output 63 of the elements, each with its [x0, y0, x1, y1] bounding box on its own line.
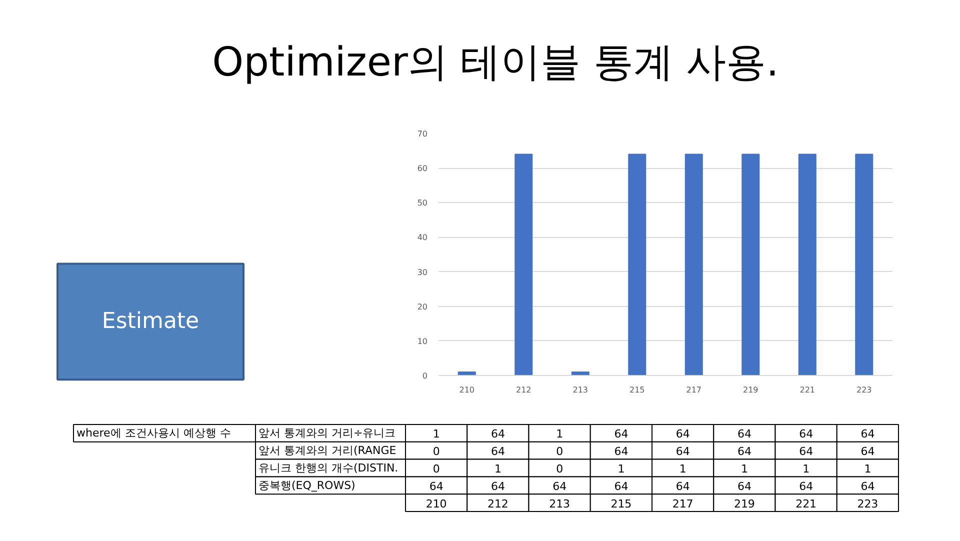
y-tick-label: 앞서 통계와의 거리(RANGE — [258, 444, 396, 458]
data-label: 64 — [676, 428, 690, 441]
data-label: 64 — [490, 445, 505, 458]
y-tick-label: 40 — [417, 233, 428, 242]
y-tick-label: 60 — [417, 164, 428, 174]
chart-title: Optimizer의 테이블 통계 사용. — [212, 40, 779, 86]
x-tick-label: 223 — [856, 386, 872, 394]
data-label: 1 — [432, 428, 440, 441]
data-label: 64 — [737, 480, 752, 493]
data-label: 64 — [552, 480, 567, 493]
x-tick-label: 219 — [734, 497, 755, 510]
data-label: 64 — [860, 480, 875, 493]
data-label: 64 — [737, 428, 752, 441]
data-label: 1 — [864, 462, 872, 476]
data-label: 64 — [676, 480, 690, 493]
data-label: 0 — [432, 462, 440, 476]
x-tick-label: 221 — [796, 497, 817, 510]
x-tick-label: 219 — [742, 386, 758, 394]
x-tick-label: 213 — [549, 497, 570, 510]
data-label: 1 — [740, 462, 748, 476]
y-tick-label: 50 — [417, 198, 428, 208]
data-label: 64 — [860, 445, 875, 458]
data-label: 64 — [799, 428, 814, 441]
x-tick-label: 212 — [487, 497, 508, 510]
text: Estimate — [102, 309, 200, 334]
x-tick-label: 213 — [572, 386, 588, 394]
x-tick-label: 210 — [459, 386, 475, 394]
x-tick-label: 221 — [800, 386, 816, 394]
x-tick-label: 215 — [629, 386, 645, 394]
y-tick-label: 0 — [422, 372, 428, 380]
data-label: 64 — [737, 445, 752, 458]
x-tick-label: 217 — [672, 497, 694, 510]
x-tick-label: 212 — [516, 386, 532, 394]
data-label: 64 — [490, 480, 505, 493]
y-tick-label: 유니크 한행의 개수(DISTIN. — [258, 462, 398, 474]
text: where에 조건사용시 예상행 수 — [76, 426, 231, 440]
data-label: 0 — [556, 445, 564, 458]
data-label: 1 — [618, 462, 625, 476]
data-label: 64 — [799, 445, 814, 458]
y-tick-label: 70 — [417, 130, 428, 138]
y-tick-label: 20 — [417, 302, 428, 312]
data-label: 1 — [494, 462, 502, 476]
x-tick-label: 217 — [686, 386, 702, 394]
y-tick-label: 앞서 통계와의 거리÷유니크 — [258, 426, 396, 440]
x-tick-label: 223 — [857, 497, 878, 510]
data-label: 64 — [614, 428, 628, 441]
data-label: 1 — [679, 462, 686, 476]
data-label: 1 — [802, 462, 810, 476]
y-tick-label: 30 — [417, 268, 428, 277]
data-label: 64 — [429, 480, 444, 493]
x-tick-label: 215 — [610, 497, 632, 510]
x-tick-label: 210 — [426, 497, 447, 510]
data-label: 1 — [556, 428, 564, 441]
data-label: 64 — [860, 428, 875, 441]
data-label: 64 — [614, 445, 628, 458]
y-tick-label: 10 — [417, 336, 428, 346]
data-label: 64 — [676, 445, 690, 458]
data-label: 0 — [556, 462, 564, 476]
data-label: 64 — [799, 480, 814, 493]
data-label: 64 — [490, 428, 505, 441]
data-label: 0 — [432, 445, 440, 458]
y-tick-label: 중복행(EQ_ROWS) — [258, 478, 356, 492]
data-label: 64 — [614, 480, 628, 493]
